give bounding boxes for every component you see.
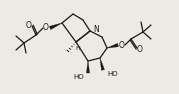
Text: O: O <box>43 24 49 33</box>
Text: O: O <box>26 20 32 30</box>
Text: O: O <box>119 41 125 50</box>
Text: HO: HO <box>73 74 84 80</box>
Text: HO: HO <box>107 71 118 77</box>
Polygon shape <box>100 58 105 70</box>
Text: N: N <box>93 25 99 33</box>
Polygon shape <box>107 43 118 48</box>
Text: O: O <box>137 44 143 53</box>
Polygon shape <box>49 23 62 30</box>
Text: H: H <box>76 45 80 50</box>
Polygon shape <box>86 61 90 73</box>
